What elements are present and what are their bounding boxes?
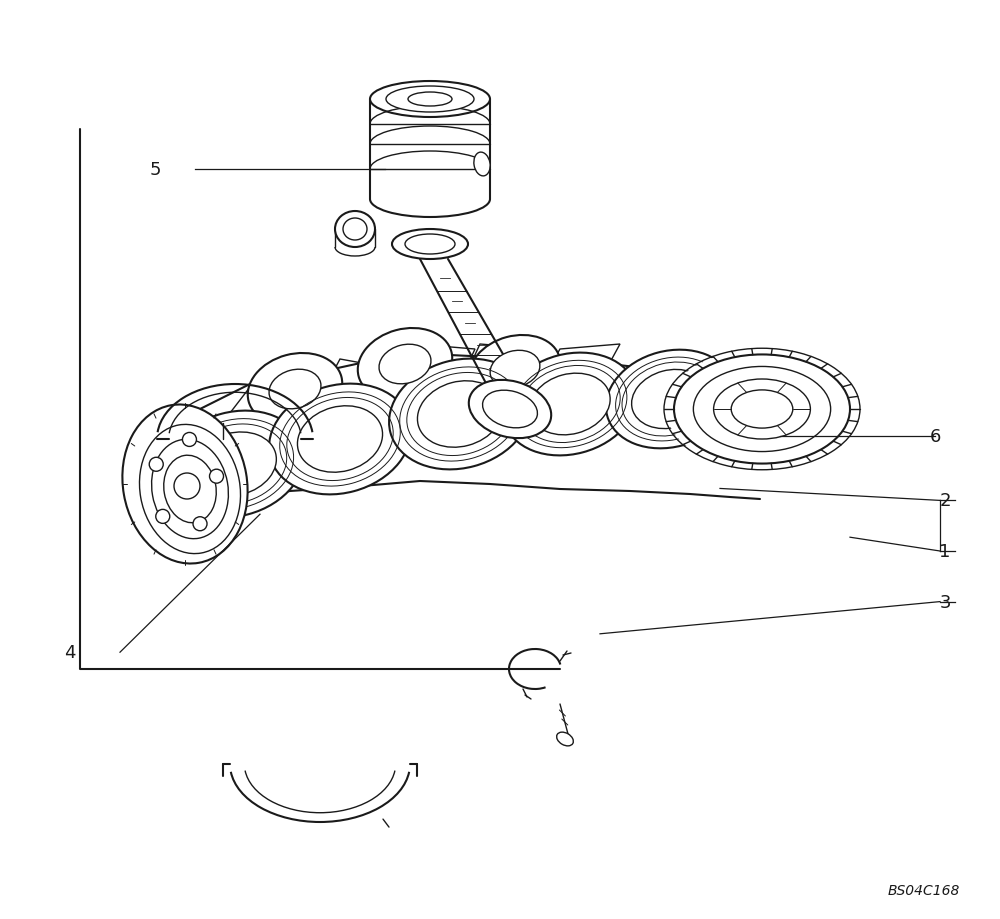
Ellipse shape [674, 355, 850, 464]
Ellipse shape [408, 93, 452, 107]
Ellipse shape [269, 384, 411, 494]
Ellipse shape [417, 381, 503, 448]
Ellipse shape [269, 369, 321, 409]
Ellipse shape [606, 350, 734, 448]
Ellipse shape [405, 234, 455, 255]
Ellipse shape [503, 353, 637, 456]
Ellipse shape [731, 391, 793, 428]
Polygon shape [200, 375, 310, 490]
Text: 2: 2 [939, 492, 951, 510]
Ellipse shape [474, 153, 490, 176]
Ellipse shape [248, 354, 342, 425]
Ellipse shape [386, 87, 474, 113]
Circle shape [210, 470, 224, 483]
Circle shape [174, 473, 200, 499]
Ellipse shape [164, 456, 216, 523]
Ellipse shape [358, 329, 452, 401]
Text: 1: 1 [939, 542, 951, 561]
Ellipse shape [666, 350, 858, 469]
Polygon shape [525, 345, 620, 420]
Text: 4: 4 [64, 643, 76, 662]
Polygon shape [375, 345, 475, 445]
Ellipse shape [469, 380, 551, 438]
Polygon shape [450, 345, 540, 429]
Ellipse shape [139, 425, 241, 554]
Ellipse shape [343, 219, 367, 241]
Ellipse shape [470, 335, 560, 403]
Ellipse shape [297, 406, 383, 472]
Ellipse shape [379, 345, 431, 384]
Ellipse shape [714, 380, 810, 439]
Ellipse shape [335, 211, 375, 248]
Ellipse shape [490, 351, 540, 389]
Ellipse shape [632, 370, 708, 429]
Text: 6: 6 [929, 427, 941, 446]
Circle shape [149, 458, 163, 471]
Ellipse shape [557, 732, 573, 746]
Circle shape [193, 517, 207, 531]
Text: 3: 3 [939, 593, 951, 611]
Ellipse shape [392, 230, 468, 260]
Polygon shape [295, 359, 395, 474]
Ellipse shape [693, 367, 831, 452]
Ellipse shape [122, 405, 248, 564]
Ellipse shape [370, 82, 490, 118]
Circle shape [156, 510, 170, 524]
Circle shape [182, 433, 196, 447]
Ellipse shape [152, 440, 228, 539]
Ellipse shape [530, 374, 610, 436]
Text: BS04C168: BS04C168 [888, 883, 960, 897]
Ellipse shape [389, 359, 531, 470]
Ellipse shape [166, 411, 304, 517]
Ellipse shape [194, 433, 276, 496]
Text: 5: 5 [149, 161, 161, 179]
Ellipse shape [483, 391, 537, 428]
